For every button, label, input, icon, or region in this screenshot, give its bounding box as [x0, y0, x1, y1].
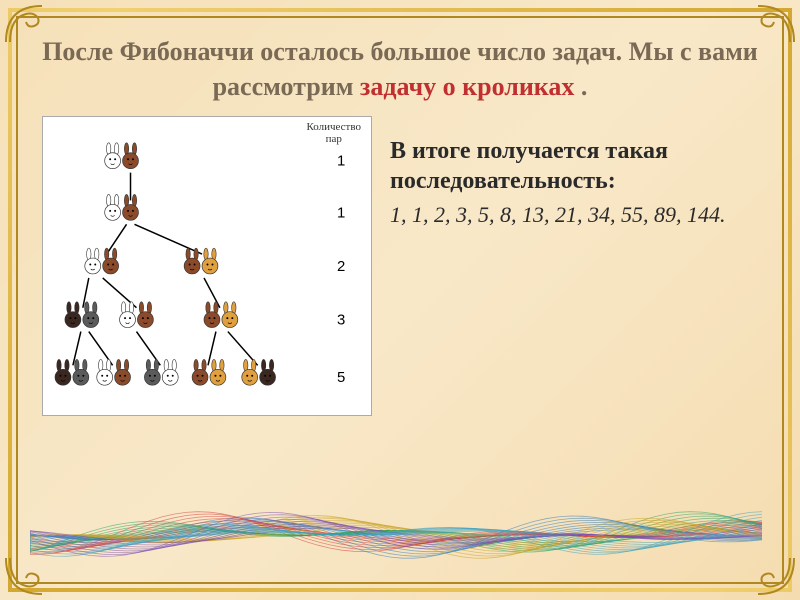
svg-text:1: 1	[337, 206, 345, 222]
slide-content: После Фибоначчи осталось большое число з…	[28, 28, 772, 572]
title-text-accent: задачу о кроликах	[360, 72, 574, 101]
svg-text:2: 2	[337, 259, 345, 275]
side-text-block: В итоге получается такая последовательно…	[390, 116, 758, 416]
svg-text:1: 1	[337, 154, 345, 170]
main-row: Количество пар 11235 В итоге получается …	[28, 116, 772, 416]
svg-text:3: 3	[337, 313, 345, 329]
svg-text:5: 5	[337, 370, 345, 386]
sequence-lead: В итоге получается такая последовательно…	[390, 136, 758, 196]
rabbit-tree-panel: Количество пар 11235	[42, 116, 372, 416]
sequence-numbers: 1, 1, 2, 3, 5, 8, 13, 21, 34, 55, 89, 14…	[390, 200, 758, 230]
rabbit-tree-svg: 1 1 2 3 5	[43, 117, 371, 415]
title-text-tail: .	[581, 72, 588, 101]
slide-title: После Фибоначчи осталось большое число з…	[28, 28, 772, 116]
